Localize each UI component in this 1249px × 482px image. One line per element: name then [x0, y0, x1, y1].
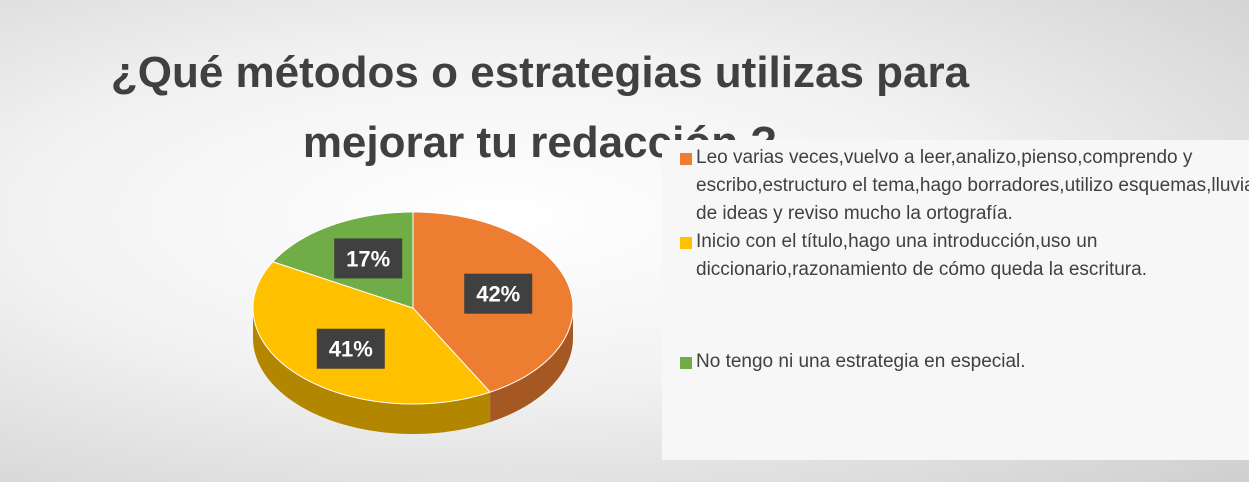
- legend-swatch: [680, 153, 692, 165]
- legend-swatch: [680, 357, 692, 369]
- data-label-box: [316, 328, 385, 369]
- legend-label: Inicio con el título,hago una introducci…: [696, 231, 1147, 280]
- legend: Leo varias veces,vuelvo a leer,analizo,p…: [662, 140, 1249, 460]
- pie-side: [490, 308, 573, 423]
- pie-side: [253, 308, 491, 434]
- legend-label: Leo varias veces,vuelvo a leer,analizo,p…: [696, 147, 1249, 224]
- legend-item: No tengo ni una estrategia en especial.: [676, 348, 1249, 376]
- legend-swatch: [680, 237, 692, 249]
- data-label: 42%: [476, 282, 520, 307]
- chart-title: ¿Qué métodos o estrategias utilizas para…: [110, 48, 970, 167]
- data-label: 41%: [329, 337, 373, 362]
- legend-item: Leo varias veces,vuelvo a leer,analizo,p…: [676, 144, 1249, 228]
- legend-label: No tengo ni una estrategia en especial.: [696, 351, 1026, 372]
- data-label-box: [464, 273, 533, 314]
- data-label: 17%: [346, 246, 390, 271]
- legend-item: Inicio con el título,hago una introducci…: [676, 228, 1249, 284]
- data-label-box: [334, 238, 403, 279]
